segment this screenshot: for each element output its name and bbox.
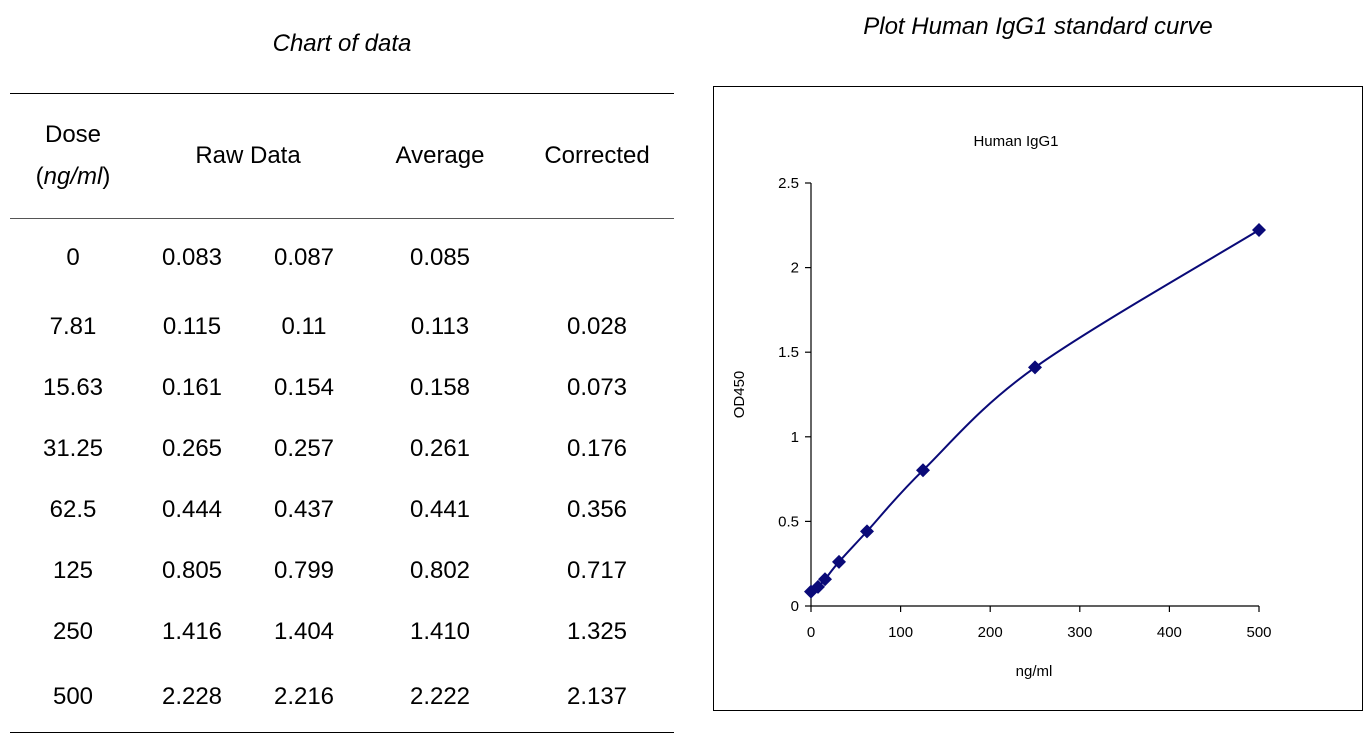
y-tick-label: 0.5 bbox=[778, 513, 799, 530]
cell-average: 1.410 bbox=[409, 618, 471, 645]
cell-dose: 250 bbox=[52, 618, 94, 645]
cell-corrected: 0.176 bbox=[566, 435, 628, 462]
cell-average: 0.085 bbox=[409, 243, 471, 271]
cell-average: 0.802 bbox=[409, 557, 471, 584]
x-tick-label: 400 bbox=[1157, 624, 1182, 641]
chart-series bbox=[804, 223, 1266, 599]
table-row: 500 2.228 2.216 2.222 2.137 bbox=[10, 663, 674, 733]
cell-raw2: 0.257 bbox=[273, 435, 335, 462]
cell-average: 2.222 bbox=[409, 683, 471, 711]
x-tick-label: 200 bbox=[978, 624, 1003, 641]
data-point bbox=[1252, 223, 1266, 238]
data-point bbox=[860, 524, 874, 539]
table-header-row: Dose (ng/ml) Raw Data Average Corrected bbox=[10, 93, 674, 219]
y-tick-label: 1 bbox=[791, 429, 799, 446]
header-dose-unit: (ng/ml) bbox=[35, 163, 111, 190]
data-point bbox=[818, 572, 833, 587]
cell-corrected: 0.028 bbox=[566, 313, 628, 340]
cell-dose: 31.25 bbox=[42, 435, 104, 462]
header-corrected: Corrected bbox=[544, 142, 650, 169]
data-point bbox=[916, 463, 930, 478]
cell-dose: 62.5 bbox=[49, 496, 97, 523]
table-row: 250 1.416 1.404 1.410 1.325 bbox=[10, 602, 674, 663]
cell-average: 0.441 bbox=[409, 496, 471, 523]
cell-corrected bbox=[520, 219, 674, 297]
cell-raw1: 0.115 bbox=[162, 313, 222, 340]
x-axis-label: ng/ml bbox=[1016, 663, 1053, 680]
data-point bbox=[810, 579, 825, 594]
cell-raw1: 1.416 bbox=[161, 618, 223, 645]
cell-dose: 15.63 bbox=[42, 374, 104, 401]
cell-raw2: 1.404 bbox=[273, 618, 335, 645]
table-row: 7.81 0.115 0.11 0.113 0.028 bbox=[10, 297, 674, 358]
table-body: 0 0.083 0.087 0.085 7.81 0.115 0.11 0.113 0.028 1… bbox=[10, 219, 674, 733]
x-tick-label: 0 bbox=[807, 624, 815, 641]
table-title: Chart of data bbox=[272, 30, 412, 57]
y-tick-label: 0 bbox=[791, 598, 799, 615]
header-dose: Dose (ng/ml) bbox=[10, 94, 136, 219]
series-line bbox=[810, 229, 1260, 593]
cell-raw1: 0.444 bbox=[161, 496, 223, 523]
standard-curve-chart: Human IgG1 ng/ml OD450 0 0.5 1 1.5 2 2.5 0 100 2… bbox=[731, 133, 1272, 680]
cell-raw1: 0.161 bbox=[161, 374, 223, 401]
chart-title: Human IgG1 bbox=[973, 133, 1058, 150]
cell-dose: 125 bbox=[52, 557, 94, 584]
table-row: 15.63 0.161 0.154 0.158 0.073 bbox=[10, 358, 674, 419]
cell-average: 0.261 bbox=[409, 435, 471, 462]
cell-average: 0.158 bbox=[409, 374, 471, 401]
x-tick-label: 300 bbox=[1067, 624, 1092, 641]
data-point bbox=[1028, 360, 1042, 375]
y-axis-label: OD450 bbox=[731, 371, 748, 419]
cell-raw2: 0.799 bbox=[273, 557, 335, 584]
data-point bbox=[832, 554, 846, 569]
cell-raw1: 2.228 bbox=[161, 683, 223, 711]
cell-corrected: 0.073 bbox=[566, 374, 628, 401]
cell-dose: 500 bbox=[52, 683, 94, 711]
chart-axes: 0 0.5 1 1.5 2 2.5 0 100 200 300 400 500 bbox=[778, 175, 1271, 641]
y-tick-label: 2.5 bbox=[778, 175, 799, 192]
cell-raw2: 0.154 bbox=[273, 374, 335, 401]
x-tick-label: 100 bbox=[888, 624, 913, 641]
chart-frame: Human IgG1 ng/ml OD450 0 0.5 1 1.5 2 2.5 0 100 2… bbox=[713, 86, 1363, 711]
header-dose-label: Dose bbox=[44, 121, 102, 148]
table-row: 62.5 0.444 0.437 0.441 0.356 bbox=[10, 480, 674, 541]
plot-title: Plot Human IgG1 standard curve bbox=[863, 13, 1213, 40]
cell-raw1: 0.805 bbox=[161, 557, 223, 584]
cell-dose: 0 bbox=[66, 243, 80, 271]
cell-corrected: 2.137 bbox=[566, 683, 628, 711]
cell-raw2: 0.437 bbox=[273, 496, 335, 523]
x-tick-label: 500 bbox=[1246, 624, 1271, 641]
table-row: 125 0.805 0.799 0.802 0.717 bbox=[10, 541, 674, 602]
table-row: 31.25 0.265 0.257 0.261 0.176 bbox=[10, 419, 674, 480]
cell-corrected: 1.325 bbox=[566, 618, 628, 645]
cell-corrected: 0.717 bbox=[566, 557, 628, 584]
table-row: 0 0.083 0.087 0.085 bbox=[10, 219, 674, 297]
cell-raw2: 0.11 bbox=[281, 313, 327, 340]
cell-raw2: 2.216 bbox=[273, 683, 335, 711]
cell-raw1: 0.265 bbox=[161, 435, 223, 462]
cell-dose: 7.81 bbox=[49, 313, 97, 340]
cell-raw1: 0.083 bbox=[161, 243, 223, 271]
cell-corrected: 0.356 bbox=[566, 496, 628, 523]
y-tick-label: 1.5 bbox=[778, 344, 799, 361]
cell-raw2: 0.087 bbox=[273, 243, 335, 271]
cell-average: 0.113 bbox=[410, 313, 470, 340]
data-table: Dose (ng/ml) Raw Data Average Corrected … bbox=[10, 93, 674, 733]
y-tick-label: 2 bbox=[791, 260, 799, 277]
header-raw-data: Raw Data bbox=[195, 142, 301, 169]
header-average: Average bbox=[395, 142, 485, 169]
